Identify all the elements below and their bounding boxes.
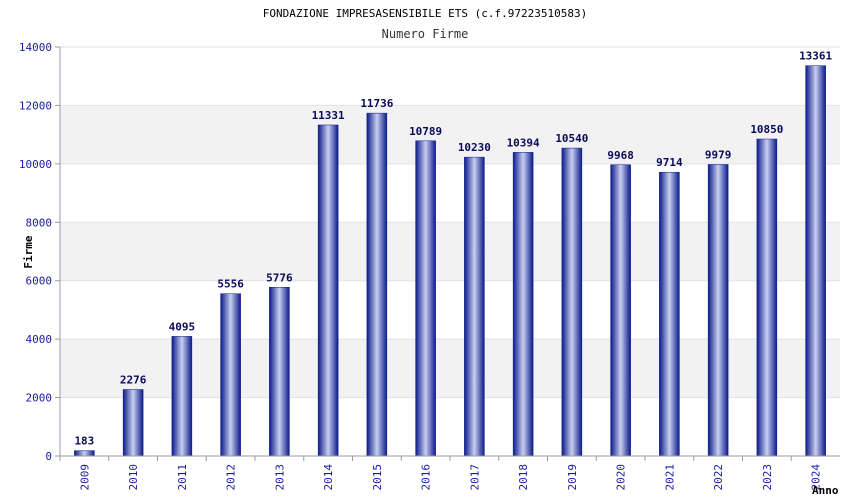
x-tick-label: 2015	[371, 464, 384, 491]
x-tick-label: 2018	[517, 464, 530, 491]
data-label: 10789	[409, 125, 442, 138]
data-labels: 183 2276 4095 5556 5776 11331 11736 10789 10230 1…	[74, 50, 832, 448]
y-tick-label: 0	[45, 450, 52, 463]
data-label: 5776	[266, 271, 293, 284]
x-tick-label: 2014	[322, 464, 335, 491]
data-label: 2276	[120, 374, 147, 387]
x-axis-label: Anno	[812, 484, 839, 497]
bar	[610, 164, 631, 457]
y-tick-label: 8000	[26, 216, 53, 229]
bars	[74, 65, 826, 457]
bar	[707, 164, 729, 457]
data-label: 183	[74, 435, 94, 448]
chart-subtitle: Numero Firme	[382, 27, 469, 41]
x-tick-label: 2013	[273, 464, 286, 491]
x-tick-label: 2012	[225, 464, 238, 491]
bar	[366, 112, 388, 457]
data-label: 10394	[507, 136, 540, 149]
data-label: 10540	[555, 132, 588, 145]
x-tick-label: 2024	[810, 464, 823, 491]
bar	[220, 293, 241, 457]
y-tick-label: 2000	[26, 392, 53, 405]
x-tick-label: 2022	[712, 464, 725, 491]
x-tick-label: 2010	[127, 464, 140, 491]
bar	[269, 287, 290, 457]
bar	[317, 124, 339, 457]
y-tick-label: 14000	[19, 41, 52, 54]
x-tick-label: 2009	[78, 464, 91, 491]
x-axis-ticks: 2009 2010 2011 2012 2013 2014 2015 2016 2017 2018…	[59, 456, 823, 491]
data-label: 10230	[458, 141, 491, 154]
data-label: 9968	[607, 149, 634, 162]
bar	[512, 152, 534, 457]
grid-band	[60, 105, 840, 164]
bar	[659, 171, 680, 457]
data-label: 11736	[360, 97, 393, 110]
bar	[756, 138, 778, 457]
data-label: 4095	[169, 320, 196, 333]
bar	[805, 65, 826, 457]
bar	[171, 336, 193, 457]
x-tick-label: 2021	[663, 464, 676, 491]
y-tick-label: 6000	[26, 275, 53, 288]
bar	[561, 147, 583, 457]
data-label: 5556	[217, 278, 244, 291]
chart-title: FONDAZIONE IMPRESASENSIBILE ETS (c.f.972…	[263, 7, 588, 20]
y-tick-label: 10000	[19, 158, 52, 171]
y-tick-label: 4000	[26, 333, 53, 346]
bar	[122, 389, 144, 457]
y-axis-label: Firme	[22, 235, 35, 268]
y-axis-ticks: 0 2000 4000 6000 8000 10000 12000 14000	[19, 41, 60, 463]
data-label: 13361	[799, 50, 832, 63]
y-tick-label: 12000	[19, 99, 52, 112]
x-tick-label: 2011	[176, 464, 189, 491]
x-tick-label: 2020	[615, 464, 628, 491]
bar	[74, 450, 95, 457]
data-label: 9714	[656, 156, 683, 169]
data-label: 11331	[312, 109, 345, 122]
x-tick-label: 2016	[420, 464, 433, 491]
x-tick-label: 2017	[468, 464, 481, 491]
bar	[464, 156, 485, 457]
data-label: 9979	[705, 148, 732, 161]
data-label: 10850	[750, 123, 783, 136]
x-tick-label: 2023	[761, 464, 774, 491]
x-tick-label: 2019	[566, 464, 579, 491]
bar	[415, 140, 436, 457]
